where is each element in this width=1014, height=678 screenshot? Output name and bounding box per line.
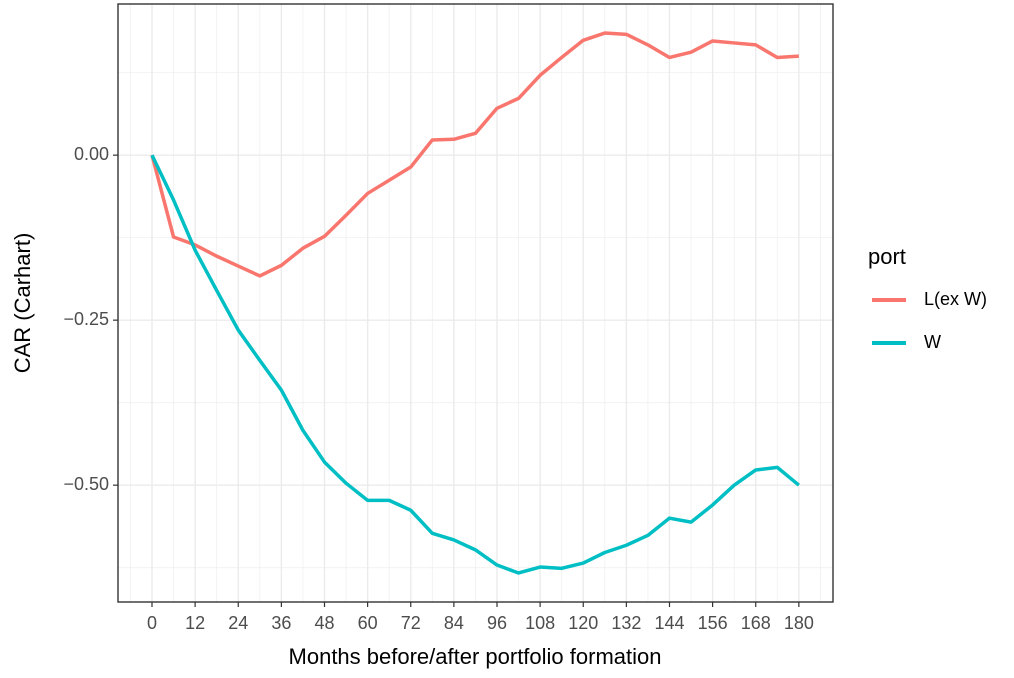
x-tick-label: 156 — [698, 613, 728, 633]
y-axis-label: CAR (Carhart) — [10, 233, 35, 374]
line-series — [150, 154, 800, 575]
line-series — [150, 31, 799, 278]
x-tick-label: 96 — [487, 613, 507, 633]
x-tick-label: 12 — [185, 613, 205, 633]
x-tick-label: 120 — [568, 613, 598, 633]
y-tick-label: −0.50 — [63, 474, 109, 494]
y-tick-label: −0.25 — [63, 309, 109, 329]
x-tick-label: 36 — [271, 613, 291, 633]
x-tick-label: 168 — [741, 613, 771, 633]
y-tick-label: 0.00 — [74, 144, 109, 164]
x-tick-label: 60 — [358, 613, 378, 633]
legend-title: port — [868, 244, 906, 269]
x-tick-label: 108 — [525, 613, 555, 633]
x-tick-label: 180 — [784, 613, 814, 633]
x-tick-label: 132 — [611, 613, 641, 633]
legend-label: W — [924, 332, 941, 352]
x-tick-label: 48 — [314, 613, 334, 633]
x-tick-label: 84 — [444, 613, 464, 633]
x-tick-label: 72 — [401, 613, 421, 633]
x-tick-label: 0 — [147, 613, 157, 633]
legend-label: L(ex W) — [924, 289, 987, 309]
x-axis-label: Months before/after portfolio formation — [289, 644, 662, 669]
x-tick-label: 24 — [228, 613, 248, 633]
x-tick-label: 144 — [654, 613, 684, 633]
plot-border — [117, 3, 834, 603]
